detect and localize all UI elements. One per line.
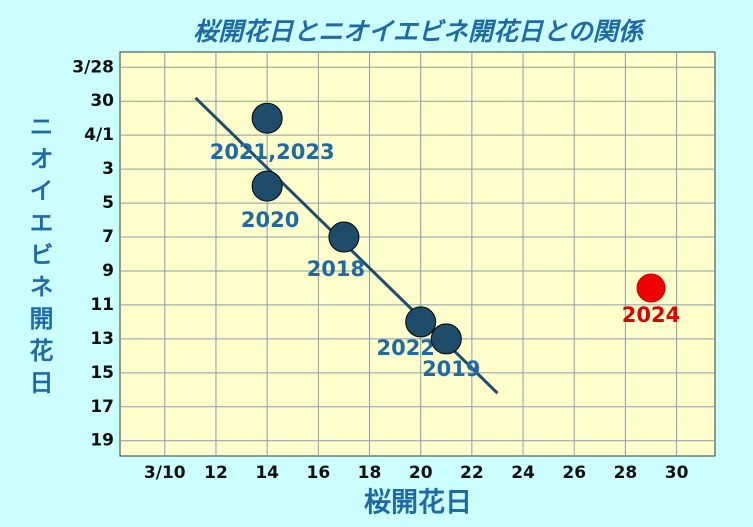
- y-tick-label: 5: [102, 193, 114, 213]
- point-label: 2024: [622, 303, 680, 327]
- x-tick-label: 12: [204, 463, 228, 483]
- x-tick-label: 22: [460, 463, 484, 483]
- y-tick-label: 7: [102, 227, 114, 247]
- x-tick-label: 26: [562, 463, 586, 483]
- x-tick-label: 14: [255, 463, 279, 483]
- point: [251, 170, 283, 202]
- y-tick-label: 19: [90, 431, 114, 451]
- point: [405, 306, 437, 338]
- y-tick-label: 3/28: [72, 57, 114, 77]
- point: [636, 273, 666, 303]
- point-label: 2018: [307, 257, 365, 281]
- point-label: 2020: [241, 208, 299, 232]
- y-tick-label: 3: [102, 159, 114, 179]
- x-tick-label: 30: [665, 463, 689, 483]
- x-tick-label: 24: [511, 463, 535, 483]
- x-tick-label: 3/10: [144, 463, 186, 483]
- y-tick-label: 15: [90, 363, 114, 383]
- x-tick-label: 16: [306, 463, 330, 483]
- x-tick-label: 20: [409, 463, 433, 483]
- point: [430, 323, 462, 355]
- point-label: 2019: [422, 357, 480, 381]
- y-tick-label: 9: [102, 261, 114, 281]
- y-tick-label: 4/1: [84, 125, 114, 145]
- x-axis-label: 桜開花日: [364, 488, 472, 519]
- point-label: 2022: [376, 336, 434, 360]
- y-axis-label: ニオイエビネ開花日: [25, 114, 53, 402]
- y-tick-label: 11: [90, 295, 114, 315]
- y-tick-label: 13: [90, 329, 114, 349]
- y-tick-label: 17: [90, 397, 114, 417]
- chart-title: 桜開花日とニオイエビネ開花日との関係: [193, 17, 647, 46]
- point: [328, 221, 360, 253]
- point-label: 2021,2023: [210, 140, 335, 164]
- point: [251, 102, 283, 134]
- x-tick-label: 18: [358, 463, 382, 483]
- y-tick-label: 30: [90, 91, 114, 111]
- x-tick-label: 28: [614, 463, 638, 483]
